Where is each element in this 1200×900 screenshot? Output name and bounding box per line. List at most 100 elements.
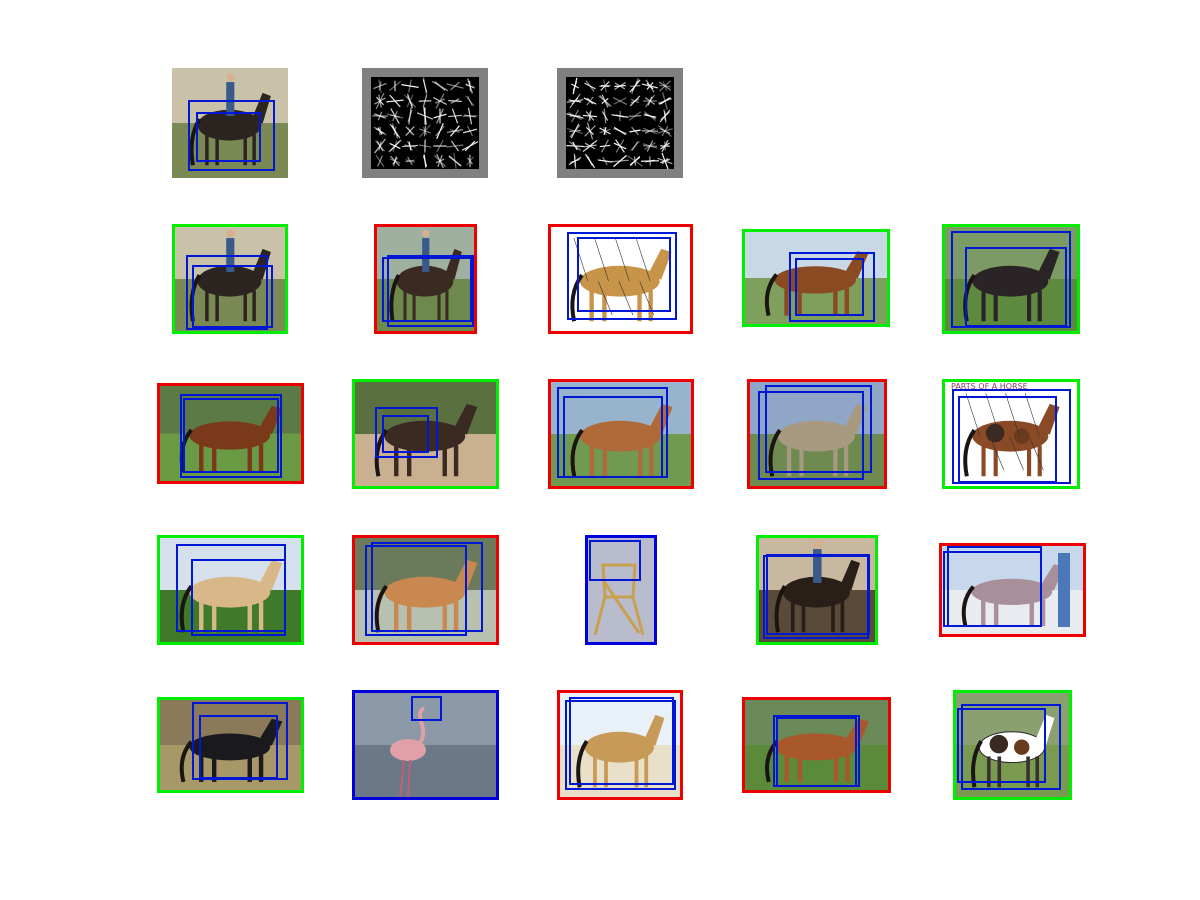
horse-spot — [1013, 428, 1030, 444]
rider-head — [226, 73, 235, 82]
hog-gradient-stroke — [582, 114, 598, 118]
horse-tail — [570, 428, 584, 477]
hog-gradient-stroke — [446, 144, 464, 148]
horse-leg-0 — [394, 601, 399, 633]
horse-leg-2 — [1026, 756, 1030, 788]
hog-gradient-stroke — [422, 94, 428, 108]
thumbnail-outline — [953, 690, 1072, 800]
hog-gradient-stroke — [566, 113, 584, 119]
hog-gradient-stroke — [450, 98, 460, 104]
thumbnail-outline — [374, 224, 477, 334]
hog-gradient-stroke — [390, 114, 400, 118]
horse-leg-2 — [831, 601, 835, 633]
hog-gradient-stroke — [573, 153, 577, 169]
horse-leg-1 — [604, 756, 608, 788]
hog-gradient-stroke — [631, 141, 639, 151]
horse-leg-2 — [247, 444, 252, 473]
horse-leg-2 — [243, 134, 247, 166]
horse-leg-2 — [442, 445, 447, 477]
hog-gradient-stroke — [424, 140, 426, 152]
horse-leg-3 — [258, 601, 264, 633]
hog-gradient-stroke — [643, 145, 657, 147]
diagram-leader — [618, 281, 634, 316]
thumbnail-9 — [747, 379, 887, 489]
horse-leg-1 — [797, 754, 803, 782]
diagram-leader — [1024, 392, 1040, 437]
detection-box — [411, 696, 442, 721]
rider — [226, 82, 235, 116]
horse-leg-2 — [1029, 599, 1034, 627]
horse-leg-3 — [845, 754, 850, 782]
hog-gradient-stroke — [566, 127, 584, 135]
hog-gradient-stroke — [601, 111, 609, 121]
detection-box — [577, 237, 671, 312]
thumbnail-outline — [352, 379, 499, 489]
rider — [813, 549, 822, 583]
hog-gradient-stroke — [377, 155, 383, 167]
horse-neck — [1036, 403, 1060, 435]
horse-tail — [774, 584, 787, 633]
hog-gradient-stroke — [401, 84, 419, 88]
thumbnail-4 — [742, 229, 890, 327]
detection-box — [795, 258, 864, 316]
thumbnail-10 — [942, 379, 1080, 489]
man-figure — [1058, 553, 1070, 627]
horse-neck — [839, 559, 861, 591]
horse-leg-0 — [199, 444, 204, 473]
thumbnail-outline — [742, 697, 891, 793]
hog-gradient-stroke — [630, 98, 640, 104]
detection-box — [957, 708, 1046, 783]
hog-gradient-stroke — [572, 77, 578, 95]
hog-gradient-stroke — [569, 129, 581, 133]
thumbnail-outline — [548, 379, 694, 489]
horse-leg-0 — [987, 756, 991, 788]
horse-leg-0 — [205, 134, 209, 166]
hog-gradient-stroke — [644, 97, 656, 105]
horse-body — [197, 109, 262, 141]
hog-gradient-stroke — [376, 96, 384, 106]
thumbnail-2 — [374, 224, 477, 334]
hog-gradient-stroke — [613, 142, 627, 150]
horse-leg-3 — [1037, 290, 1042, 322]
horse-leg-2 — [1027, 445, 1032, 477]
hog-gradient-stroke — [434, 81, 446, 91]
detection-box — [565, 700, 676, 790]
thumbnail-outline — [942, 379, 1080, 489]
horse-leg-0 — [593, 756, 597, 788]
horse-leg-0 — [787, 445, 792, 477]
hog-gradient-stroke — [390, 155, 400, 167]
thumbnail-outline — [157, 383, 304, 484]
hog-gradient-stroke — [450, 125, 460, 137]
horse-leg-2 — [442, 601, 447, 633]
horse-leg-1 — [799, 445, 804, 477]
hog-gradient-stroke — [633, 156, 637, 166]
detection-box — [958, 396, 1057, 483]
horse-leg-3 — [453, 601, 459, 633]
horse-leg-2 — [637, 445, 643, 477]
hog-gradient-stroke — [467, 96, 473, 106]
horse-body — [774, 266, 856, 294]
horse-leg-1 — [993, 599, 999, 627]
horse-leg-3 — [445, 290, 449, 322]
horse-leg-1 — [997, 756, 1002, 788]
horse-neck — [258, 559, 283, 591]
horse-neck — [647, 248, 672, 280]
hog-gradient-stroke — [657, 98, 673, 104]
hog-gradient-stroke — [662, 92, 668, 110]
hog-gradient-stroke — [436, 123, 444, 139]
horse-leg-3 — [252, 134, 256, 166]
thumbnail-0 — [172, 68, 288, 178]
hog-gradient-stroke — [423, 139, 427, 153]
horse-body — [189, 733, 271, 761]
horse-leg-2 — [833, 754, 839, 782]
diagram-leader — [989, 436, 1005, 471]
hog-gradient-stroke — [627, 155, 643, 167]
diagram-leader — [573, 237, 589, 282]
hog-gradient-stroke — [613, 126, 627, 136]
hog-gradient-stroke — [661, 152, 669, 170]
rider-head — [813, 540, 822, 549]
horse-leg-0 — [205, 290, 209, 322]
horse-leg-0 — [199, 754, 204, 782]
hog-gradient-stroke — [659, 127, 671, 135]
hog-gradient-stroke — [433, 96, 447, 106]
